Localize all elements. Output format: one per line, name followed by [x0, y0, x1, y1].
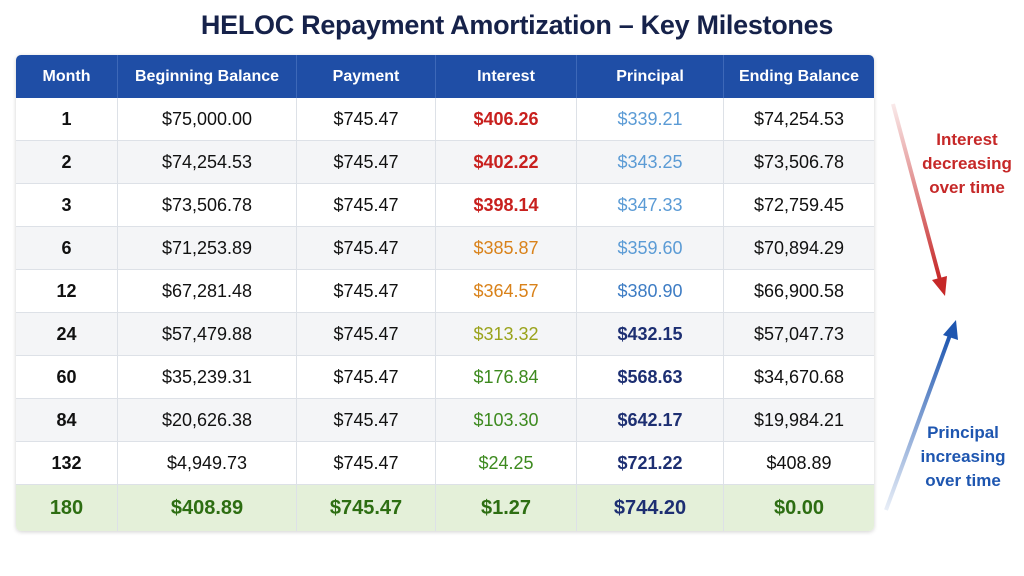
table-cell: 2: [16, 141, 118, 183]
table-cell: $74,254.53: [753, 108, 845, 129]
table-row: 6 $71,253.89 $745.47 $385.87 $359.60 $70,894.…: [16, 227, 874, 270]
table-cell: $67,281.48: [118, 270, 297, 312]
table-cell: $1.27: [436, 485, 577, 531]
table-cell: $103.30: [436, 399, 577, 441]
table-cell: $75,000.00: [118, 98, 297, 140]
table-cell: $402.22: [436, 141, 577, 183]
principal-note: Principal increasing over time: [901, 421, 1024, 493]
table-row: 60 $35,239.31 $745.47 $176.84 $568.63 $34,670…: [16, 356, 874, 399]
table-cell: $72,759.45: [753, 194, 845, 215]
table-row: 180 $408.89 $745.47 $1.27 $744.20 $0.00: [16, 485, 874, 531]
table-cell: 1: [16, 98, 118, 140]
table-cell: $385.87: [436, 227, 577, 269]
table-cell: 180: [16, 485, 118, 531]
note-line: over time: [929, 178, 1005, 197]
table-cell: $745.47: [297, 270, 436, 312]
table-cell: $57,479.88: [118, 313, 297, 355]
arrow-head: [932, 276, 947, 296]
table-cell: $364.57: [436, 270, 577, 312]
table-cell: $73,506.78: [753, 151, 845, 172]
header-cell: Principal: [577, 55, 724, 98]
table-cell: $34,670.68: [753, 366, 845, 387]
table-cell: $745.47: [297, 98, 436, 140]
table-cell: $343.25: [577, 141, 724, 183]
table-cell: $398.14: [436, 184, 577, 226]
table-row: 132 $4,949.73 $745.47 $24.25 $721.22 $408.89: [16, 442, 874, 485]
table-cell: 60: [16, 356, 118, 398]
table-cell: $57,047.73: [753, 323, 845, 344]
table-cell: $4,949.73: [118, 442, 297, 484]
table-cell: 12: [16, 270, 118, 312]
table-cell: $24.25: [436, 442, 577, 484]
table-cell: $35,239.31: [118, 356, 297, 398]
table-cell: $745.47: [297, 227, 436, 269]
table-cell: $432.15: [577, 313, 724, 355]
table-cell: $745.47: [297, 399, 436, 441]
table-cell: $74,254.53: [118, 141, 297, 183]
note-line: increasing: [920, 447, 1006, 466]
table-cell: $568.63: [577, 356, 724, 398]
table-cell: 3: [16, 184, 118, 226]
header-cell: Beginning Balance: [118, 55, 297, 98]
table-cell: $745.47: [297, 141, 436, 183]
table-cell: 6: [16, 227, 118, 269]
decrease-arrow: [891, 103, 942, 281]
table-cell: 84: [16, 399, 118, 441]
amortization-table: Month Beginning Balance Payment Interest Pri…: [16, 55, 874, 531]
table-cell: $176.84: [436, 356, 577, 398]
table-cell: $745.47: [297, 184, 436, 226]
table-cell: $359.60: [577, 227, 724, 269]
table-cell: $642.17: [577, 399, 724, 441]
table-cell: $70,894.29: [753, 237, 845, 258]
header-cell: Payment: [297, 55, 436, 98]
table-cell: $745.47: [297, 442, 436, 484]
table-cell: $19,984.21: [753, 409, 845, 430]
table-cell: $408.89: [118, 485, 297, 531]
header-cell: Ending Balance: [738, 67, 860, 85]
table-cell: $313.32: [436, 313, 577, 355]
table-cell: $745.47: [297, 356, 436, 398]
table-row: 84 $20,626.38 $745.47 $103.30 $642.17 $19,984…: [16, 399, 874, 442]
table-cell: $73,506.78: [118, 184, 297, 226]
table-cell: $406.26: [436, 98, 577, 140]
note-line: Principal: [927, 423, 999, 442]
table-cell: $66,900.58: [753, 280, 845, 301]
table-row: 24 $57,479.88 $745.47 $313.32 $432.15 $57,047…: [16, 313, 874, 356]
note-line: Interest: [936, 130, 998, 149]
table-cell: $745.47: [297, 313, 436, 355]
header-cell: Month: [16, 55, 118, 98]
table-row: 12 $67,281.48 $745.47 $364.57 $380.90 $66,900…: [16, 270, 874, 313]
table-cell: $408.89: [766, 452, 832, 473]
arrow-head: [943, 320, 958, 340]
table-cell: $745.47: [297, 485, 436, 531]
table-cell: 132: [16, 442, 118, 484]
table-cell: $721.22: [577, 442, 724, 484]
table-cell: $744.20: [577, 485, 724, 531]
table-row: 3 $73,506.78 $745.47 $398.14 $347.33 $72,759.…: [16, 184, 874, 227]
table-cell: $347.33: [577, 184, 724, 226]
table-cell: $71,253.89: [118, 227, 297, 269]
interest-note: Interest decreasing over time: [905, 128, 1024, 200]
header-row: Month Beginning Balance Payment Interest Pri…: [16, 55, 874, 98]
table-cell: $0.00: [773, 496, 825, 519]
page-title: HELOC Repayment Amortization – Key Miles…: [200, 10, 834, 40]
increase-arrow: [884, 334, 952, 511]
note-line: over time: [925, 471, 1001, 490]
table-cell: $380.90: [577, 270, 724, 312]
table-row: 2 $74,254.53 $745.47 $402.22 $343.25 $73,506.…: [16, 141, 874, 184]
note-line: decreasing: [922, 154, 1012, 173]
table-cell: 24: [16, 313, 118, 355]
table-cell: $339.21: [577, 98, 724, 140]
table-cell: $20,626.38: [118, 399, 297, 441]
header-cell: Interest: [436, 55, 577, 98]
table-row: 1 $75,000.00 $745.47 $406.26 $339.21 $74,254.…: [16, 98, 874, 141]
